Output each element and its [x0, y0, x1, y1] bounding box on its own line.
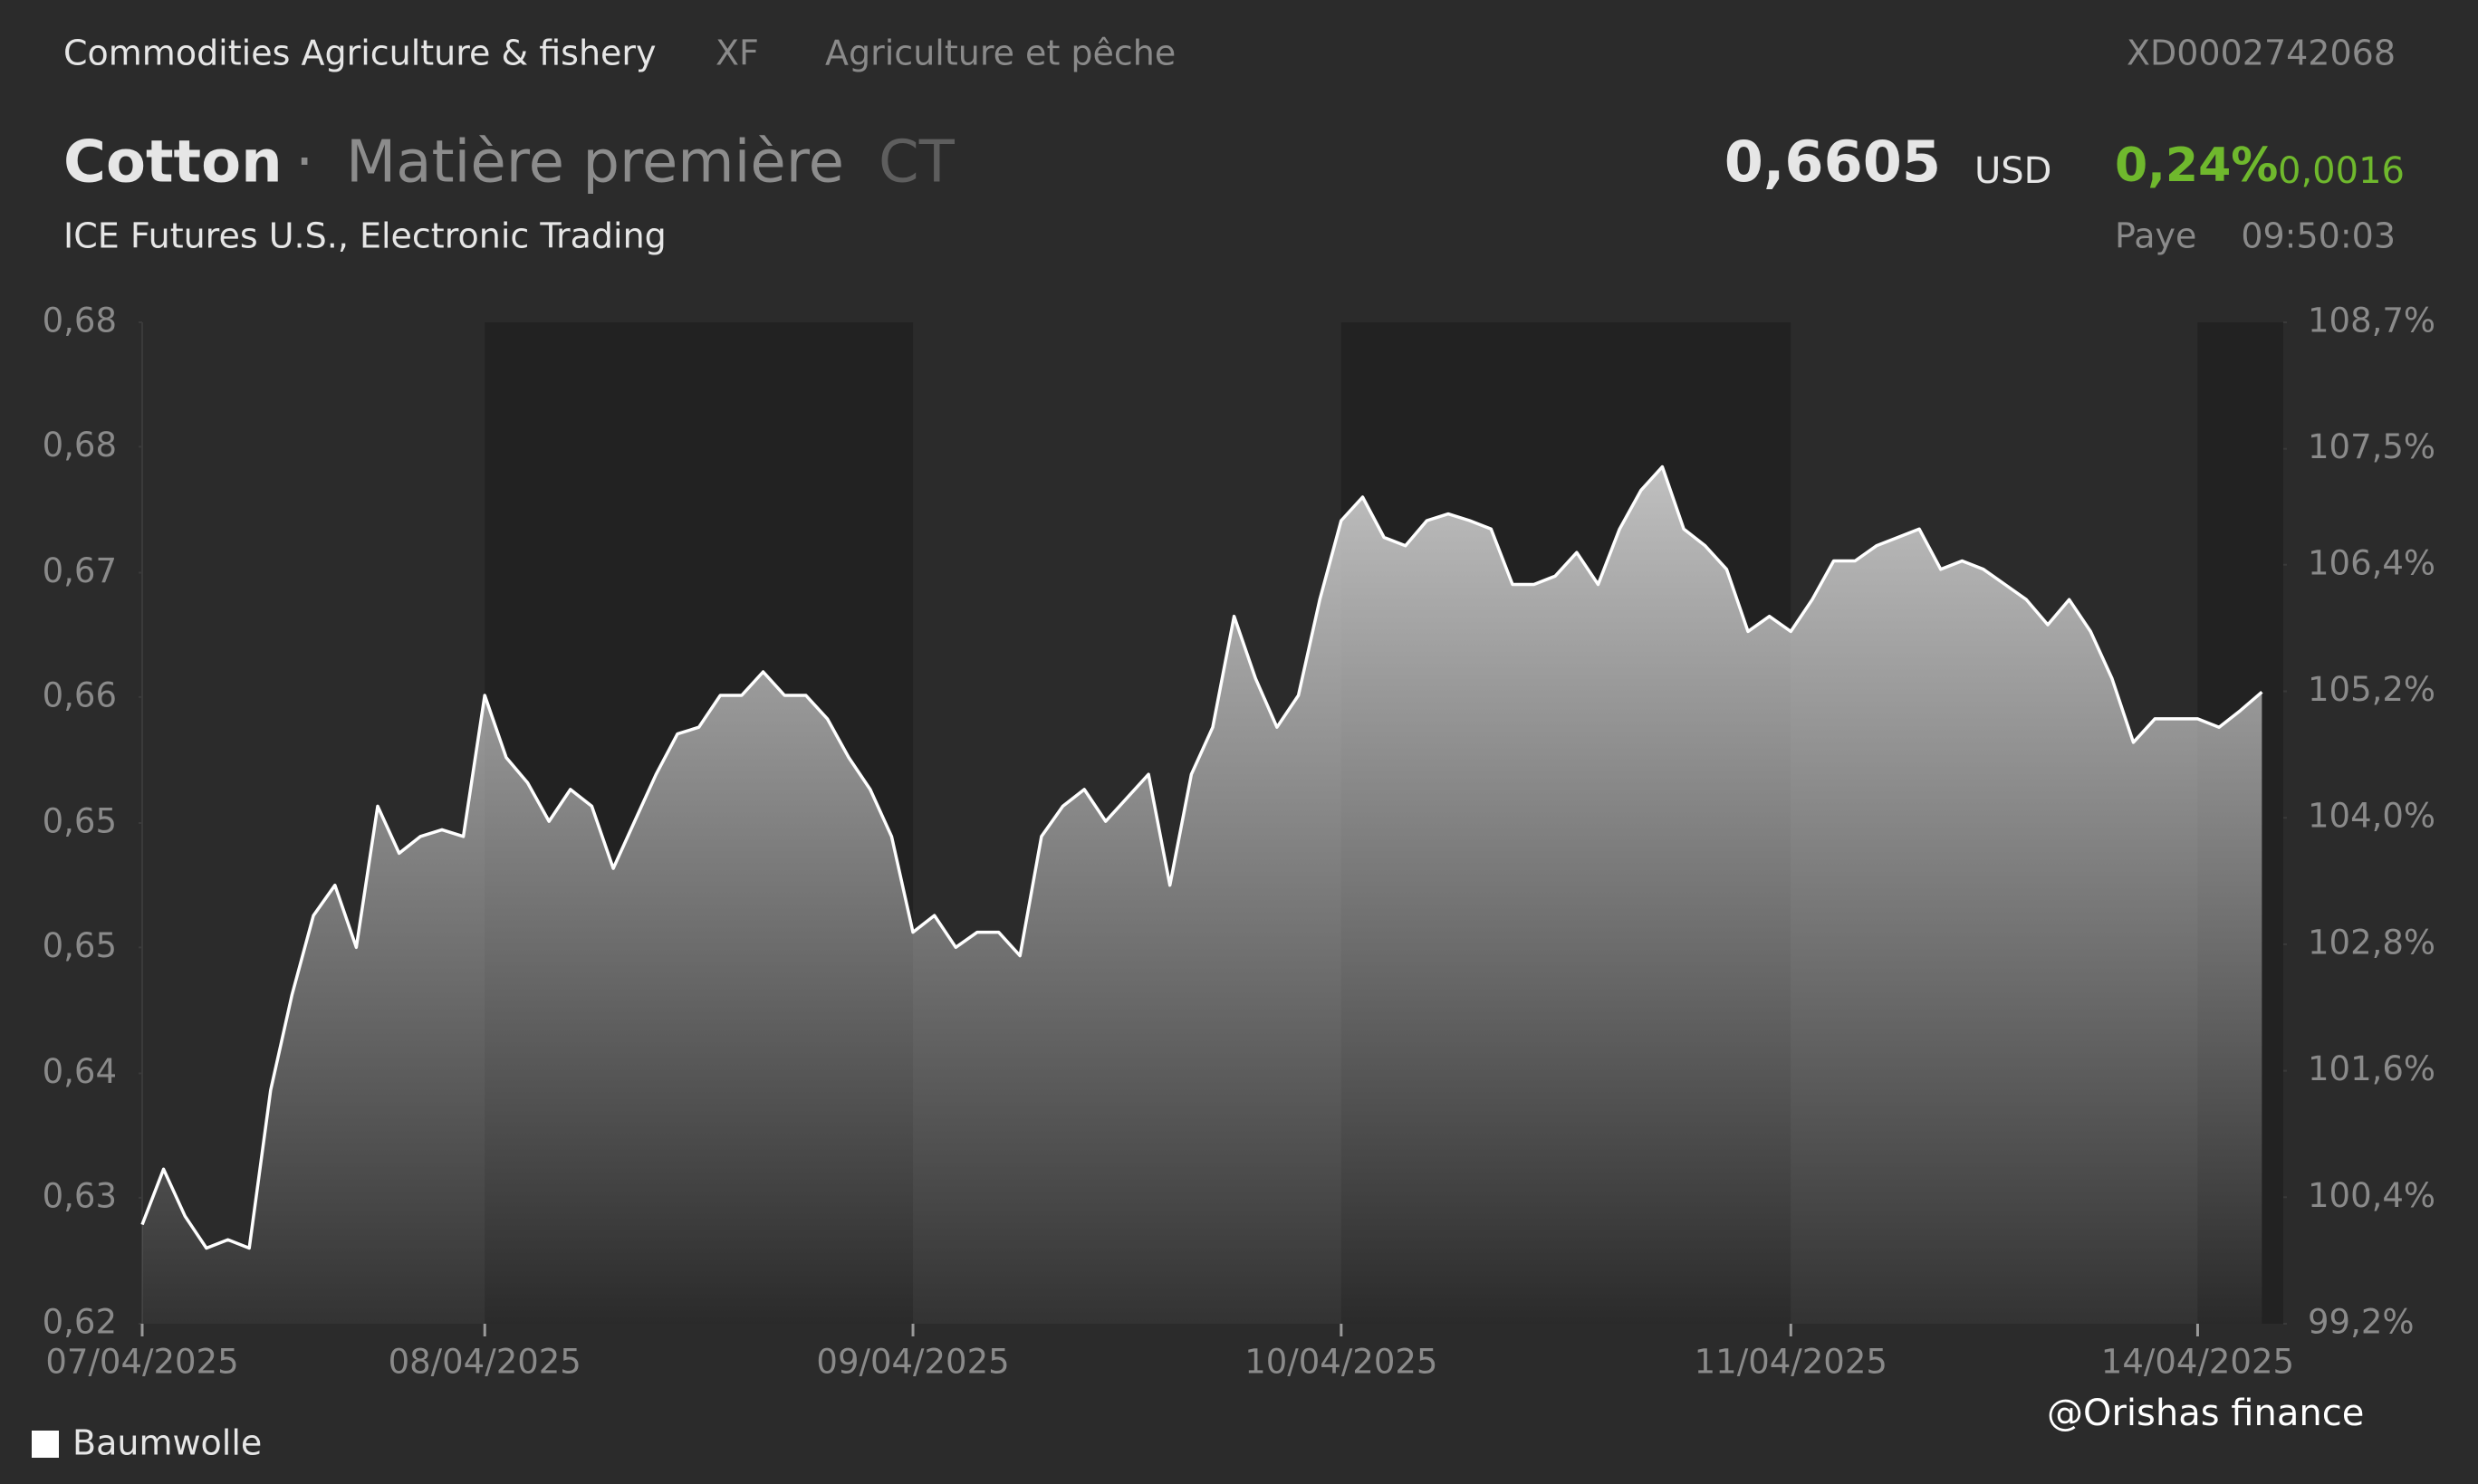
area	[142, 466, 2262, 1324]
isin: XD0002742068	[2127, 34, 2396, 73]
y2-tick-label: 106,4%	[2308, 543, 2435, 582]
y-tick-label: 0,68	[43, 302, 117, 340]
price: 0,6605	[1724, 129, 1941, 195]
y2-tick-label: 107,5%	[2308, 427, 2435, 466]
currency: USD	[1974, 150, 2051, 192]
y-tick-label: 0,62	[43, 1303, 117, 1342]
y-tick-label: 0,66	[43, 675, 117, 714]
y2-tick-label: 100,4%	[2308, 1176, 2435, 1215]
x-tick-label: 14/04/2025	[2101, 1343, 2294, 1382]
legend-swatch	[32, 1431, 59, 1458]
y2-tick-label: 104,0%	[2308, 797, 2435, 836]
y2-tick-label: 108,7%	[2308, 302, 2435, 340]
y-tick-label: 0,68	[43, 426, 117, 464]
watermark: @Orishas finance	[2047, 1393, 2364, 1434]
type: Matière première	[346, 129, 844, 196]
y2-tick-label: 101,6%	[2308, 1049, 2435, 1088]
y-tick-label: 0,65	[43, 926, 117, 965]
y-tick-label: 0,63	[43, 1176, 117, 1215]
x-tick-label: 08/04/2025	[389, 1343, 581, 1382]
code: XF	[716, 34, 759, 73]
line	[140, 464, 2263, 1250]
name: Cotton	[63, 129, 283, 196]
category-fr: Agriculture et pêche	[825, 34, 1176, 73]
exchange: ICE Futures U.S., Electronic Trading	[63, 216, 667, 256]
y2-tick-label: 105,2%	[2308, 670, 2435, 709]
y-tick-label: 0,65	[43, 802, 117, 841]
time: 09:50:03	[2241, 216, 2396, 256]
y-tick-label: 0,64	[43, 1052, 117, 1091]
y2-tick-label: 102,8%	[2308, 923, 2435, 962]
y-tick-label: 0,67	[43, 551, 117, 590]
symbol: CT	[879, 129, 956, 196]
x-tick-label: 10/04/2025	[1244, 1343, 1437, 1382]
y2-tick-label: 99,2%	[2308, 1303, 2415, 1342]
category: Commodities Agriculture & fishery	[63, 34, 657, 73]
market: Paye	[2115, 216, 2196, 256]
x-tick-label: 09/04/2025	[816, 1343, 1009, 1382]
change-pct: 0,24%	[2115, 139, 2278, 193]
legend-label: Baumwolle	[72, 1423, 262, 1463]
x-tick-label: 07/04/2025	[45, 1343, 238, 1382]
change-abs: 0,0016	[2278, 150, 2405, 192]
separator: ·	[295, 129, 313, 196]
x-tick-label: 11/04/2025	[1695, 1343, 1887, 1382]
